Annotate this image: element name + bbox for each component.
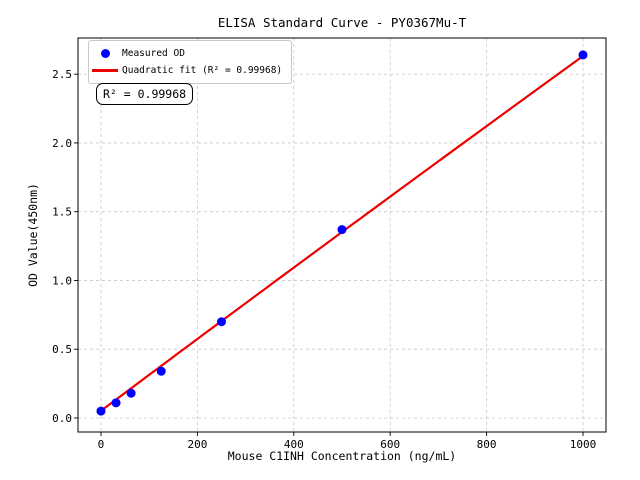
legend-label-measured-od: Measured OD [122, 48, 185, 59]
data-point [216, 317, 226, 327]
legend-label-quadratic-fit: Quadratic fit (R² = 0.99968) [122, 65, 283, 76]
r-squared-annotation: R² = 0.99968 [96, 83, 194, 105]
y-tick-label: 2.0 [52, 137, 72, 150]
grid-layer [78, 38, 606, 432]
data-point [111, 398, 121, 408]
y-tick-label: 2.5 [52, 68, 72, 81]
data-point [126, 388, 136, 398]
plot-border [77, 37, 607, 433]
series-layer [96, 50, 588, 416]
data-point [156, 366, 166, 376]
legend-marker-area [92, 49, 118, 58]
legend-entry-quadratic-fit: Quadratic fit (R² = 0.99968) [89, 62, 282, 79]
y-tick-label: 1.5 [52, 206, 72, 219]
measured-od-dot-icon [100, 49, 110, 58]
x-axis-label: Mouse C1INH Concentration (ng/mL) [228, 449, 456, 463]
data-point [578, 50, 588, 60]
x-tick-label: 400 [284, 438, 304, 451]
quadratic-fit-line-icon [92, 69, 118, 72]
y-axis-label: OD Value(450nm) [26, 183, 40, 287]
axes-layer: 0 200 400 600 800 1000 0.0 0.5 1.0 1.5 2.0 2.5 [52, 37, 607, 451]
y-tick-label: 0.0 [52, 412, 72, 425]
x-tick-label: 200 [187, 438, 207, 451]
x-tick-label: 600 [380, 438, 400, 451]
y-tick-label: 1.0 [52, 274, 72, 287]
chart-title: ELISA Standard Curve - PY0367Mu-T [218, 15, 467, 30]
x-tick-label: 800 [477, 438, 497, 451]
x-tick-label: 1000 [570, 438, 597, 451]
x-tick-label: 0 [98, 438, 105, 451]
data-point [96, 406, 106, 416]
legend: Measured OD Quadratic fit (R² = 0.99968) [88, 40, 293, 84]
legend-entry-measured-od: Measured OD [89, 45, 282, 62]
y-tick-label: 0.5 [52, 343, 72, 356]
data-point [337, 225, 347, 235]
legend-marker-area [92, 69, 118, 72]
